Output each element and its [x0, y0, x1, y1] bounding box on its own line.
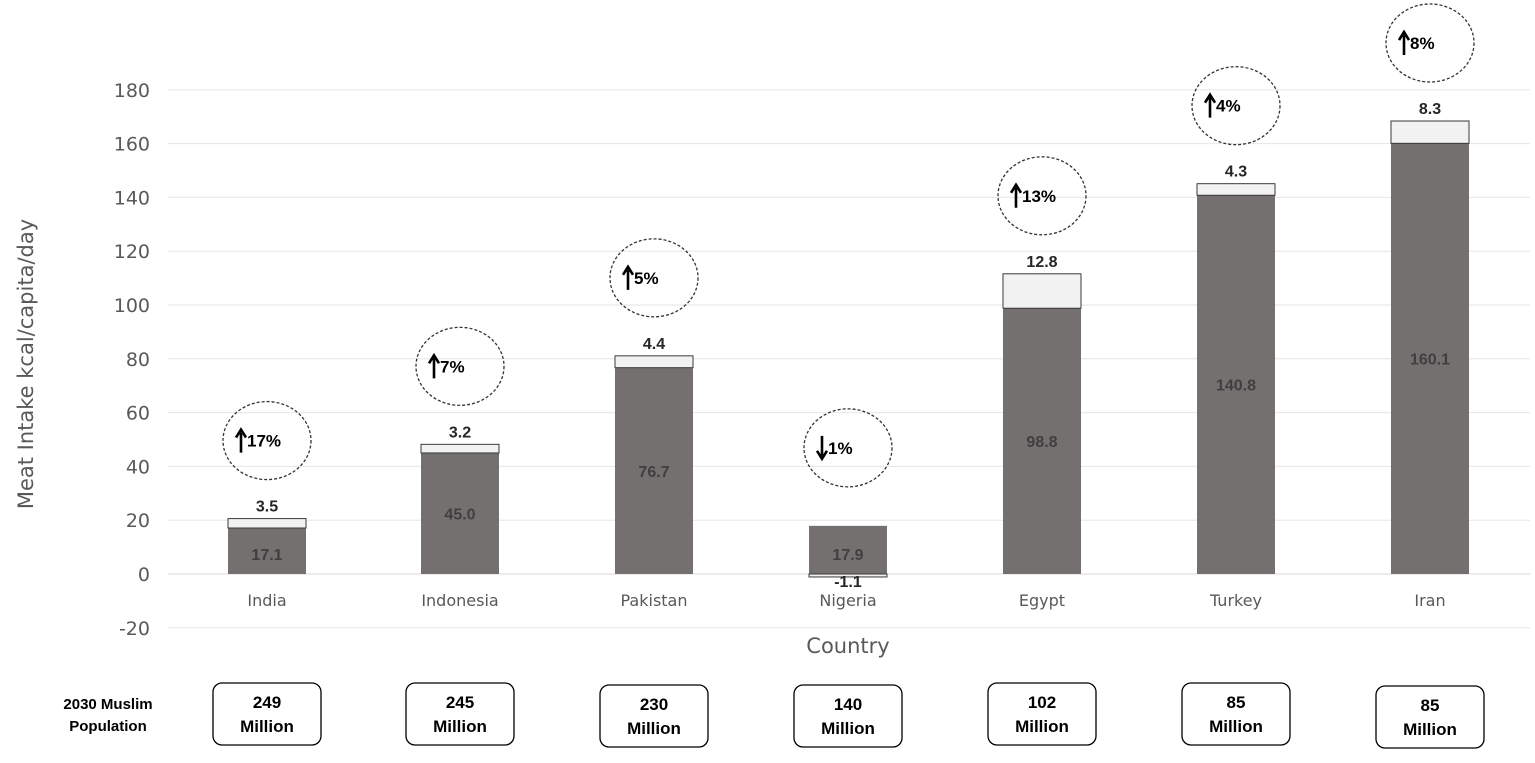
change-value-label: 8.3	[1419, 101, 1441, 118]
x-tick-label: India	[247, 591, 286, 610]
change-ellipse	[415, 326, 505, 406]
population-label-line-2: Population	[69, 718, 147, 735]
change-value-label: 4.3	[1225, 164, 1247, 181]
change-ellipse	[997, 156, 1087, 236]
y-tick-label: 20	[126, 510, 150, 532]
bar-base	[228, 528, 306, 574]
change-value-label: 12.8	[1026, 254, 1057, 271]
bar-change	[1002, 273, 1082, 309]
arrow-up-icon	[621, 264, 635, 290]
bar-change	[227, 518, 307, 529]
bar-value-label: 98.8	[1026, 434, 1057, 451]
arrow-up-icon	[1009, 182, 1023, 208]
y-tick-label: -20	[119, 618, 150, 640]
y-tick-label: 140	[114, 187, 150, 209]
population-box	[1181, 682, 1291, 746]
x-tick-label: Indonesia	[421, 591, 498, 610]
percent-change-label: 4%	[1216, 97, 1241, 116]
bar-value-label: 76.7	[638, 464, 669, 481]
change-ellipse	[803, 408, 893, 488]
bar-value-label: 45.0	[444, 506, 475, 523]
bar-base	[1391, 143, 1469, 574]
change-value-label: 3.2	[449, 424, 471, 441]
bar-value-label: 140.8	[1216, 378, 1256, 395]
bar-base	[1197, 195, 1275, 575]
change-ellipse	[1385, 3, 1475, 83]
bar-change	[420, 443, 500, 454]
bar-value-label: 17.1	[251, 547, 282, 564]
percent-change-label: 13%	[1022, 187, 1056, 206]
population-unit: Million	[240, 717, 294, 736]
bar-base	[615, 367, 693, 574]
percent-change-label: 8%	[1410, 34, 1435, 53]
bar-change	[614, 355, 694, 369]
x-tick-label: Iran	[1414, 591, 1445, 610]
x-tick-label: Egypt	[1019, 591, 1065, 610]
population-unit: Million	[821, 719, 875, 738]
population-value: 230	[640, 695, 668, 714]
population-label-line-1: 2030 Muslim	[63, 696, 152, 713]
x-tick-label: Turkey	[1209, 591, 1262, 610]
arrow-up-icon	[1397, 29, 1411, 56]
population-value: 102	[1028, 693, 1056, 712]
y-tick-label: 60	[126, 403, 150, 425]
population-value: 249	[253, 693, 281, 712]
population-unit: Million	[433, 717, 487, 736]
percent-change-label: 7%	[440, 357, 465, 376]
arrow-down-icon	[815, 435, 829, 462]
percent-change-label: 1%	[828, 439, 853, 458]
population-value: 85	[1227, 693, 1246, 712]
bar-change	[808, 573, 888, 578]
y-tick-label: 0	[138, 564, 150, 586]
population-unit: Million	[627, 719, 681, 738]
population-value: 140	[834, 695, 862, 714]
arrow-up-icon	[234, 427, 248, 453]
bar-base	[809, 525, 887, 574]
population-box	[405, 682, 515, 746]
population-unit: Million	[1403, 720, 1457, 739]
population-unit: Million	[1209, 717, 1263, 736]
bar-base	[1003, 308, 1081, 574]
bar-value-label: 17.9	[832, 547, 863, 564]
percent-change-label: 17%	[247, 432, 281, 451]
population-box	[212, 682, 322, 746]
change-value-label: 4.4	[643, 336, 665, 353]
x-tick-label: Pakistan	[621, 591, 688, 610]
y-tick-label: 180	[114, 80, 150, 102]
y-tick-label: 160	[114, 134, 150, 156]
population-box	[599, 684, 709, 748]
bar-value-label: 160.1	[1410, 352, 1450, 369]
bar-change	[1196, 183, 1276, 196]
population-box	[793, 684, 903, 748]
x-tick-label: Nigeria	[819, 591, 876, 610]
change-value-label: 3.5	[256, 499, 278, 516]
arrow-up-icon	[1203, 92, 1217, 118]
bar-change	[1390, 120, 1470, 144]
percent-change-label: 5%	[634, 269, 659, 288]
change-ellipse	[609, 238, 699, 318]
y-tick-label: 80	[126, 349, 150, 371]
population-box	[987, 682, 1097, 746]
change-ellipse	[1191, 66, 1281, 146]
change-ellipse	[222, 400, 312, 481]
population-value: 245	[446, 693, 474, 712]
arrow-up-icon	[427, 352, 441, 379]
y-tick-label: 120	[114, 241, 150, 263]
y-tick-label: 100	[114, 295, 150, 317]
bar-base	[421, 452, 499, 574]
y-tick-label: 40	[126, 456, 150, 478]
change-value-label: -1.1	[834, 574, 862, 591]
x-axis-title: Country	[806, 634, 889, 658]
population-box	[1375, 685, 1485, 749]
y-axis-title: Meat Intake kcal/capita/day	[14, 219, 38, 509]
population-unit: Million	[1015, 717, 1069, 736]
population-value: 85	[1421, 696, 1440, 715]
